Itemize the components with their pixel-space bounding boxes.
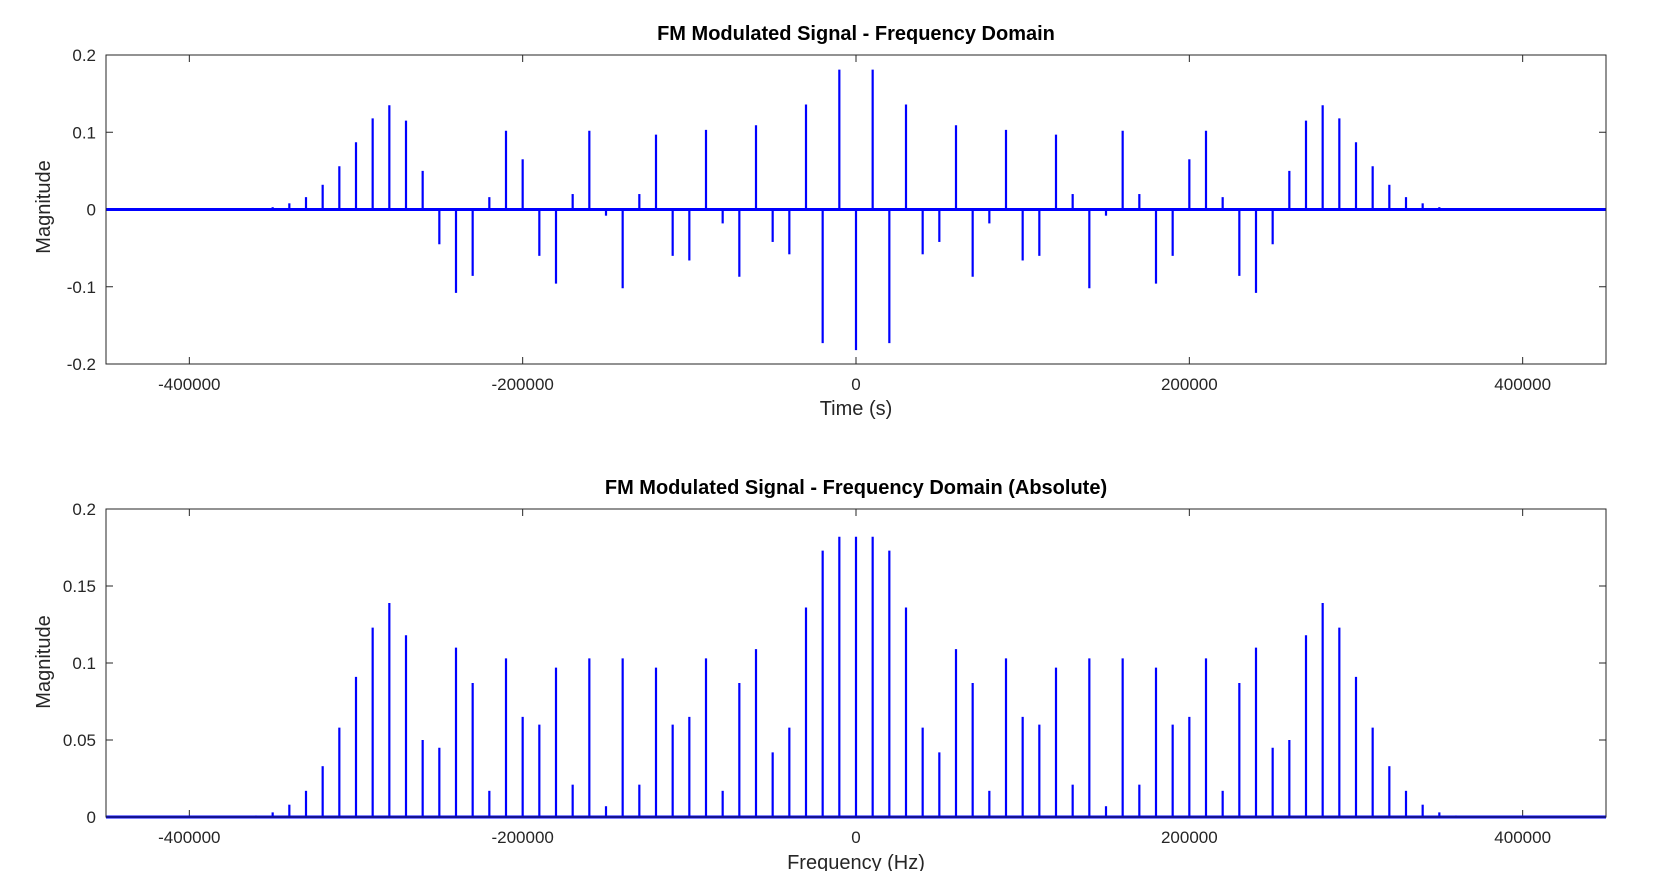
top-y-tick-label: 0.1 [72, 123, 96, 142]
top-stems [254, 69, 1458, 351]
top-x-tick-label: 0 [851, 375, 860, 394]
top-y-tick-label: -0.1 [67, 278, 96, 297]
top-y-tick-label: 0 [87, 201, 96, 220]
top-y-tick-label: 0.2 [72, 46, 96, 65]
bottom-x-tick-label: 200000 [1161, 828, 1218, 847]
bottom-x-tick-label: 0 [851, 828, 860, 847]
bottom-subplot: FM Modulated Signal - Frequency Domain (… [33, 477, 1607, 871]
bottom-y-tick-label: 0.1 [72, 654, 96, 673]
bottom-ticks: -400000 -200000 0 200000 400000 0.2 0.15 0.1 0.0… [63, 500, 1606, 847]
bottom-chart-title: FM Modulated Signal - Frequency Domain (… [605, 477, 1107, 499]
bottom-x-tick-label: 400000 [1494, 828, 1551, 847]
top-x-tick-label: 200000 [1161, 375, 1218, 394]
top-x-tick-label: -200000 [491, 375, 553, 394]
bottom-y-tick-label: 0 [87, 808, 96, 827]
top-x-tick-label: 400000 [1494, 375, 1551, 394]
top-y-axis-label: Magnitude [33, 160, 55, 253]
bottom-y-tick-label: 0.2 [72, 500, 96, 519]
bottom-y-tick-label: 0.15 [63, 577, 96, 596]
top-x-tick-label: -400000 [158, 375, 220, 394]
bottom-x-axis-label: Frequency (Hz) [787, 852, 925, 871]
bottom-axes-box [105, 508, 1607, 818]
bottom-stems [254, 536, 1458, 817]
top-ticks: -400000 -200000 0 200000 400000 0.2 0.1 0 -0.1 -0… [67, 46, 1606, 394]
bottom-y-tick-label: 0.05 [63, 731, 96, 750]
top-subplot: FM Modulated Signal - Frequency Domain M… [33, 23, 1607, 420]
top-chart-title: FM Modulated Signal - Frequency Domain [657, 23, 1055, 45]
bottom-x-tick-label: -200000 [491, 828, 553, 847]
bottom-x-tick-label: -400000 [158, 828, 220, 847]
top-x-axis-label: Time (s) [820, 398, 893, 420]
top-axes-box [105, 54, 1607, 365]
bottom-y-axis-label: Magnitude [33, 615, 55, 708]
top-y-tick-label: -0.2 [67, 355, 96, 374]
